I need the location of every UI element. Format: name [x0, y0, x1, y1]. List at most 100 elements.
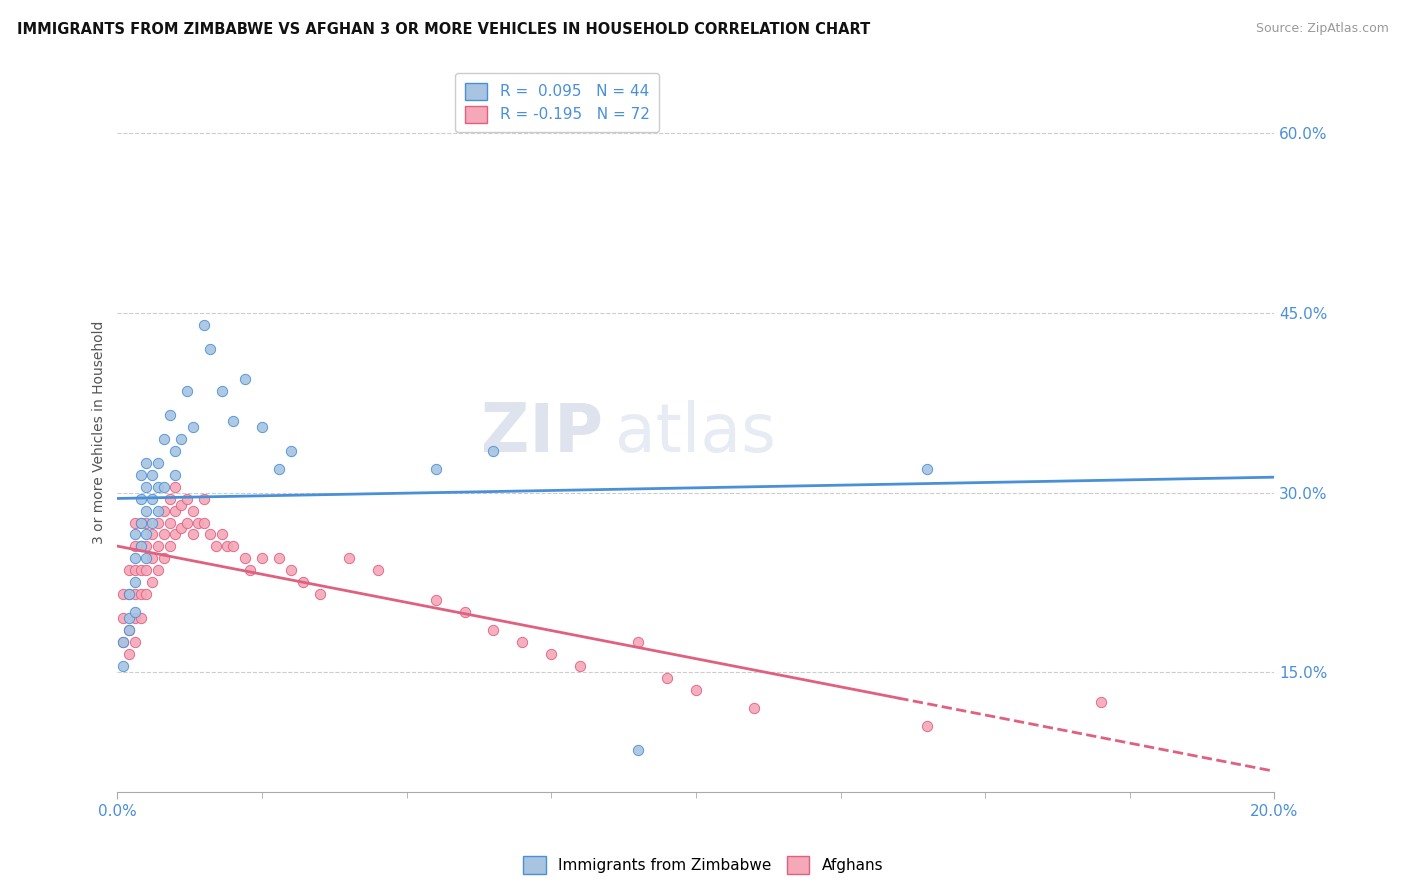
Point [198, 527, 221, 541]
Point [124, 551, 146, 566]
Point [141, 491, 163, 506]
Point [569, 659, 592, 673]
Point [118, 564, 141, 578]
Point [159, 516, 181, 530]
Point [124, 527, 146, 541]
Point [269, 461, 291, 475]
Point [135, 551, 157, 566]
Point [170, 432, 193, 446]
Point [540, 648, 562, 662]
Point [917, 719, 939, 733]
Point [135, 516, 157, 530]
Point [685, 683, 707, 698]
Point [482, 443, 505, 458]
Text: ZIP: ZIP [481, 400, 603, 466]
Point [152, 503, 174, 517]
Point [181, 527, 204, 541]
Point [112, 635, 135, 649]
Point [118, 624, 141, 638]
Point [129, 516, 152, 530]
Point [141, 575, 163, 590]
Point [233, 372, 256, 386]
Point [250, 551, 273, 566]
Point [367, 564, 389, 578]
Point [135, 540, 157, 554]
Point [146, 479, 169, 493]
Point [181, 503, 204, 517]
Point [159, 491, 181, 506]
Point [129, 491, 152, 506]
Point [141, 527, 163, 541]
Point [193, 491, 215, 506]
Point [165, 503, 187, 517]
Legend: Immigrants from Zimbabwe, Afghans: Immigrants from Zimbabwe, Afghans [516, 850, 890, 880]
Point [170, 521, 193, 535]
Point [129, 516, 152, 530]
Point [204, 540, 226, 554]
Point [152, 527, 174, 541]
Point [129, 467, 152, 482]
Point [124, 611, 146, 625]
Point [165, 443, 187, 458]
Point [239, 564, 262, 578]
Point [112, 611, 135, 625]
Point [129, 540, 152, 554]
Point [118, 611, 141, 625]
Point [742, 701, 765, 715]
Point [152, 479, 174, 493]
Point [118, 587, 141, 601]
Point [135, 527, 157, 541]
Point [159, 540, 181, 554]
Point [181, 419, 204, 434]
Point [124, 587, 146, 601]
Point [129, 587, 152, 601]
Point [280, 564, 302, 578]
Point [135, 503, 157, 517]
Point [146, 540, 169, 554]
Point [129, 564, 152, 578]
Point [211, 527, 233, 541]
Legend: R =  0.095   N = 44, R = -0.195   N = 72: R = 0.095 N = 44, R = -0.195 N = 72 [456, 73, 659, 132]
Point [112, 659, 135, 673]
Point [176, 491, 198, 506]
Point [124, 516, 146, 530]
Point [141, 551, 163, 566]
Point [170, 498, 193, 512]
Point [512, 635, 534, 649]
Point [482, 624, 505, 638]
Point [159, 408, 181, 422]
Point [655, 671, 678, 685]
Point [152, 432, 174, 446]
Point [165, 479, 187, 493]
Point [124, 575, 146, 590]
Text: atlas: atlas [614, 400, 776, 466]
Point [627, 635, 650, 649]
Point [211, 384, 233, 398]
Point [309, 587, 332, 601]
Point [250, 419, 273, 434]
Y-axis label: 3 or more Vehicles in Household: 3 or more Vehicles in Household [93, 321, 107, 544]
Point [146, 564, 169, 578]
Point [222, 414, 245, 428]
Point [124, 564, 146, 578]
Point [146, 456, 169, 470]
Text: IMMIGRANTS FROM ZIMBABWE VS AFGHAN 3 OR MORE VEHICLES IN HOUSEHOLD CORRELATION C: IMMIGRANTS FROM ZIMBABWE VS AFGHAN 3 OR … [17, 22, 870, 37]
Point [129, 611, 152, 625]
Point [124, 606, 146, 620]
Point [124, 635, 146, 649]
Point [193, 516, 215, 530]
Text: Source: ZipAtlas.com: Source: ZipAtlas.com [1256, 22, 1389, 36]
Point [269, 551, 291, 566]
Point [198, 342, 221, 356]
Point [337, 551, 360, 566]
Point [152, 551, 174, 566]
Point [118, 587, 141, 601]
Point [917, 461, 939, 475]
Point [187, 516, 209, 530]
Point [222, 540, 245, 554]
Point [135, 479, 157, 493]
Point [453, 606, 475, 620]
Point [1090, 695, 1112, 709]
Point [176, 516, 198, 530]
Point [118, 624, 141, 638]
